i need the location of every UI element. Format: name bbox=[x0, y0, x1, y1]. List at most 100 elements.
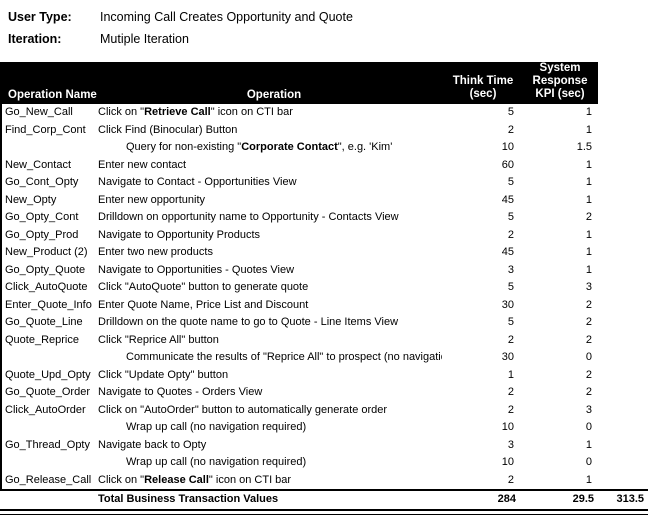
total-kpi: 29.5 bbox=[572, 493, 594, 505]
kpi-cell: 1 bbox=[585, 123, 592, 136]
grand-cell bbox=[596, 227, 646, 245]
user-type-value: Incoming Call Creates Opportunity and Qu… bbox=[100, 10, 353, 24]
think-time-cell: 5 bbox=[507, 281, 514, 293]
think-time-cell: 1 bbox=[507, 368, 514, 381]
table-row: Wrap up call (no navigation required) 10 0 bbox=[2, 419, 648, 437]
think-time-cell: 30 bbox=[501, 298, 514, 311]
think-time-cell: 2 bbox=[507, 386, 514, 398]
operation-name-cell: Go_Release_Call bbox=[5, 473, 92, 486]
table-row: Quote_Reprice Click "Reprice All" button 2… bbox=[2, 332, 648, 350]
operation-name-cell: Go_Quote_Order bbox=[5, 386, 90, 398]
table-row: Go_Quote_Order Navigate to Quotes - Order… bbox=[2, 384, 648, 402]
total-spacer bbox=[0, 491, 98, 508]
total-label: Total Business Transaction Values bbox=[98, 493, 279, 505]
bottom-double-rule bbox=[0, 509, 648, 515]
kpi-cell: 1 bbox=[585, 193, 592, 206]
table-header: Operation Name Operation Think Time (sec… bbox=[0, 62, 598, 104]
operation-name-cell bbox=[2, 419, 98, 437]
table-row: New_Opty Enter new opportunity 45 1 bbox=[2, 192, 648, 210]
user-type-label: User Type: bbox=[8, 10, 72, 24]
user-type-row: User Type: Incoming Call Creates Opportu… bbox=[8, 6, 648, 28]
think-time-cell: 45 bbox=[501, 193, 514, 206]
kpi-cell: 2 bbox=[585, 386, 592, 398]
operations-table: Operation Name Operation Think Time (sec… bbox=[0, 62, 648, 515]
think-time-cell: 10 bbox=[501, 141, 514, 153]
grand-cell bbox=[596, 192, 646, 210]
grand-cell bbox=[596, 157, 646, 175]
kpi-cell: 2 bbox=[585, 211, 592, 223]
operation-cell: Enter Quote Name, Price List and Discoun… bbox=[98, 298, 309, 311]
think-time-cell: 60 bbox=[501, 158, 514, 171]
grand-cell bbox=[596, 349, 646, 367]
think-time-cell: 2 bbox=[507, 333, 514, 346]
operation-name-cell: Go_Opty_Cont bbox=[5, 211, 79, 223]
operation-cell: Click on "Release Call" icon on CTI bar bbox=[98, 473, 292, 486]
grand-cell bbox=[596, 139, 646, 157]
kpi-cell: 0 bbox=[585, 351, 592, 363]
kpi-cell: 3 bbox=[585, 403, 592, 416]
kpi-cell: 0 bbox=[585, 421, 592, 433]
kpi-cell: 1 bbox=[585, 246, 592, 258]
grand-cell bbox=[596, 262, 646, 280]
think-time-cell: 3 bbox=[507, 263, 514, 276]
operation-name-cell: New_Product (2) bbox=[5, 246, 88, 258]
operation-name-cell: Click_AutoOrder bbox=[5, 403, 86, 416]
operation-name-cell: Go_Opty_Prod bbox=[5, 228, 79, 241]
operation-cell: Click "Reprice All" button bbox=[98, 333, 219, 346]
table-row: Go_Opty_Cont Drilldown on opportunity nam… bbox=[2, 209, 648, 227]
operation-cell: Navigate to Contact - Opportunities View bbox=[98, 176, 297, 188]
operation-name-cell bbox=[2, 139, 98, 157]
operation-name-cell: Go_Quote_Line bbox=[5, 316, 83, 328]
table-row: Enter_Quote_Info Enter Quote Name, Price … bbox=[2, 297, 648, 315]
table-row: Go_Cont_Opty Navigate to Contact - Opport… bbox=[2, 174, 648, 192]
kpi-cell: 1 bbox=[585, 106, 592, 118]
think-time-cell: 2 bbox=[507, 123, 514, 136]
table-row: Query for non-existing "Corporate Contac… bbox=[2, 139, 648, 157]
operation-name-cell bbox=[2, 349, 98, 367]
kpi-cell: 1 bbox=[585, 176, 592, 188]
table-row: Click_AutoQuote Click "AutoQuote" button … bbox=[2, 279, 648, 297]
total-think-time: 284 bbox=[497, 493, 516, 505]
header-system-response-kpi: System Response KPI (sec) bbox=[532, 62, 588, 100]
kpi-cell: 1 bbox=[585, 228, 592, 241]
think-time-cell: 5 bbox=[507, 211, 514, 223]
grand-cell bbox=[596, 454, 646, 472]
operation-cell: Communicate the results of "Reprice All"… bbox=[126, 351, 442, 363]
operation-cell: Navigate to Opportunities - Quotes View bbox=[98, 263, 295, 276]
operation-cell: Click on "AutoOrder" button to automatic… bbox=[98, 403, 388, 416]
grand-cell bbox=[596, 244, 646, 262]
header-operation: Operation bbox=[246, 89, 302, 101]
operation-name-cell: Quote_Upd_Opty bbox=[5, 368, 91, 381]
grand-cell bbox=[596, 384, 646, 402]
table-row: Go_Quote_Line Drilldown on the quote name… bbox=[2, 314, 648, 332]
kpi-cell: 2 bbox=[585, 333, 592, 346]
iteration-label: Iteration: bbox=[8, 32, 62, 46]
total-row: Total Business Transaction Values 284 29… bbox=[0, 489, 648, 508]
meta-block: User Type: Incoming Call Creates Opportu… bbox=[0, 0, 648, 50]
operation-cell: Navigate back to Opty bbox=[98, 438, 207, 451]
operation-name-cell: Go_New_Call bbox=[5, 106, 73, 118]
grand-cell bbox=[596, 402, 646, 420]
table-row: New_Contact Enter new contact 60 1 bbox=[2, 157, 648, 175]
table-row: Go_New_Call Click on "Retrieve Call" icon… bbox=[2, 104, 648, 122]
operation-name-cell: Go_Thread_Opty bbox=[5, 438, 90, 451]
think-time-cell: 2 bbox=[507, 403, 514, 416]
table-row: Communicate the results of "Reprice All"… bbox=[2, 349, 648, 367]
operation-cell: Drilldown on opportunity name to Opportu… bbox=[98, 211, 399, 223]
grand-cell bbox=[596, 367, 646, 385]
operation-name-cell: Quote_Reprice bbox=[5, 333, 79, 346]
total-grand: 313.5 bbox=[616, 493, 644, 505]
header-operation-name: Operation Name bbox=[8, 89, 97, 101]
think-time-cell: 10 bbox=[501, 456, 514, 468]
operation-name-cell bbox=[2, 454, 98, 472]
operation-cell: Drilldown on the quote name to go to Quo… bbox=[98, 316, 399, 328]
kpi-cell: 1 bbox=[585, 473, 592, 486]
operation-name-cell: New_Contact bbox=[5, 158, 72, 171]
table-row: Quote_Upd_Opty Click "Update Opty" button… bbox=[2, 367, 648, 385]
table-row: Go_Release_Call Click on "Release Call" i… bbox=[2, 472, 648, 490]
grand-cell bbox=[596, 472, 646, 490]
kpi-cell: 1 bbox=[585, 263, 592, 276]
operation-cell: Navigate to Opportunity Products bbox=[98, 228, 261, 241]
kpi-cell: 2 bbox=[585, 368, 592, 381]
operation-cell: Enter two new products bbox=[98, 246, 213, 258]
